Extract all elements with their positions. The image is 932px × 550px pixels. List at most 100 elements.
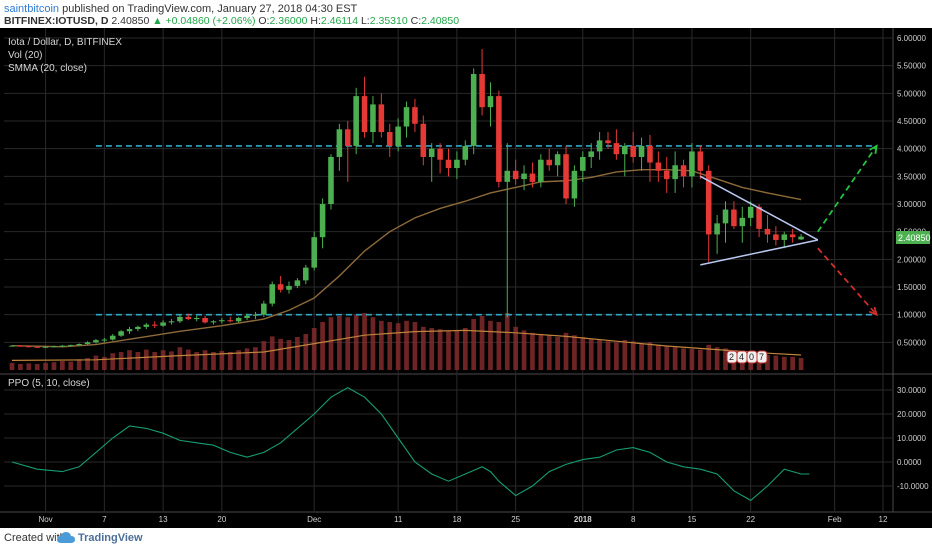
horizontal-levels[interactable] <box>95 145 877 316</box>
candle-body <box>42 346 49 348</box>
candle-body <box>403 107 410 127</box>
candle-body <box>705 170 712 235</box>
volume-bar <box>261 341 267 370</box>
time-tick-label: Feb <box>828 515 842 524</box>
candle-body <box>286 285 292 290</box>
published-text: published on TradingView.com, January 27… <box>62 3 358 15</box>
candle-body <box>689 151 695 177</box>
high-label: H: <box>310 15 321 27</box>
volume-ma-polyline <box>11 329 802 361</box>
legend-title: Iota / Dollar, D, BITFINEX <box>8 37 122 48</box>
candle-body <box>269 284 275 304</box>
volume-bar <box>773 355 779 370</box>
time-tick-label: 22 <box>746 515 755 524</box>
volume-bar <box>43 362 48 370</box>
candle-body <box>798 236 804 240</box>
candle-body <box>210 321 217 323</box>
volume-bar <box>538 334 544 370</box>
chart-area[interactable]: 6.00000 5.50000 5.00000 4.50000 4.00000 3.500… <box>0 28 932 528</box>
candle-body <box>789 234 796 238</box>
candle-body <box>479 73 485 108</box>
candle-body <box>235 317 242 322</box>
volume-bar <box>656 344 661 370</box>
volume-bar <box>437 329 443 370</box>
candle-body <box>538 159 544 182</box>
candle-body <box>353 96 359 146</box>
volume-bar <box>152 352 158 370</box>
symbol-label: BITFINEX:IOTUSD, D <box>4 15 109 27</box>
ppo-tick-label: 10.0000 <box>897 434 926 443</box>
candle-body <box>680 165 687 177</box>
candle-body <box>185 316 192 320</box>
chart-canvas[interactable]: 6.00000 5.50000 5.00000 4.50000 4.00000 3.500… <box>0 28 932 528</box>
candle-body <box>361 96 368 133</box>
volume-bar <box>177 347 183 370</box>
time-tick-label: 2018 <box>574 515 592 524</box>
volume-bars <box>9 313 804 370</box>
candle-body <box>118 331 124 336</box>
volume-bar <box>580 337 586 370</box>
volume-bar <box>697 349 703 370</box>
volume-bar <box>337 316 342 370</box>
candle-body <box>697 151 704 171</box>
candle-body <box>76 343 82 346</box>
volume-bar <box>135 352 141 370</box>
drawings[interactable] <box>699 144 878 317</box>
time-tick-label: 18 <box>452 515 461 524</box>
volume-bar <box>76 359 82 370</box>
volume-ma-line <box>11 329 802 361</box>
author-link[interactable]: saintbitcoin <box>4 3 60 15</box>
candle-body <box>764 228 771 235</box>
smma-line <box>11 168 802 348</box>
candle-body <box>647 145 653 163</box>
axes[interactable]: 6.00000 5.50000 5.00000 4.50000 4.00000 3.500… <box>38 34 929 524</box>
candle-body <box>370 104 376 133</box>
volume-bar <box>765 355 770 370</box>
candle-body <box>445 159 452 169</box>
candle-body <box>193 317 200 320</box>
candle-body <box>638 145 645 157</box>
volume-bar <box>219 350 225 370</box>
candle-body <box>781 234 788 240</box>
volume-bar <box>169 351 174 370</box>
candle-body <box>34 346 40 348</box>
volume-bar <box>387 322 393 370</box>
price-tick-label: 0.50000 <box>897 338 926 347</box>
candle-body <box>277 284 284 290</box>
volume-bar <box>496 322 502 370</box>
volume-bar <box>51 362 57 370</box>
price-tick-label: 5.00000 <box>897 89 926 98</box>
candle-body <box>344 129 351 146</box>
candle-body <box>412 107 418 124</box>
volume-bar <box>714 347 720 370</box>
legend-ppo: PPO (5, 10, close) <box>8 378 90 389</box>
candle-body <box>563 154 569 199</box>
tradingview-brand[interactable]: TradingView <box>78 532 143 544</box>
volume-bar <box>471 319 477 370</box>
volume-bar <box>143 349 149 370</box>
candle-body <box>126 329 133 332</box>
volume-bar <box>605 341 611 370</box>
publish-header: saintbitcoin published on TradingView.co… <box>0 0 932 28</box>
candle-body <box>630 145 636 157</box>
candle-body <box>67 345 74 347</box>
volume-bar <box>513 326 519 370</box>
volume-bar <box>681 348 686 370</box>
price-change: ▲ +0.04860 (+2.06%) <box>152 15 256 27</box>
candle-body <box>84 342 91 344</box>
volume-bar <box>479 316 485 370</box>
volume-bar <box>412 322 418 370</box>
candle-body <box>420 123 427 157</box>
volume-bar <box>286 340 292 370</box>
candle-body <box>59 345 66 347</box>
symbol-quote-line: BITFINEX:IOTUSD, D 2.40850 ▲ +0.04860 (+… <box>4 15 459 27</box>
time-tick-label: 15 <box>687 515 696 524</box>
volume-bar <box>303 334 309 370</box>
candle-body <box>378 104 385 133</box>
volume-bar <box>395 323 401 370</box>
candle-body <box>580 156 586 171</box>
volume-bar <box>278 338 283 370</box>
candle-body <box>596 140 603 152</box>
volume-bar <box>185 349 191 370</box>
wedge-lower-line <box>700 239 819 266</box>
